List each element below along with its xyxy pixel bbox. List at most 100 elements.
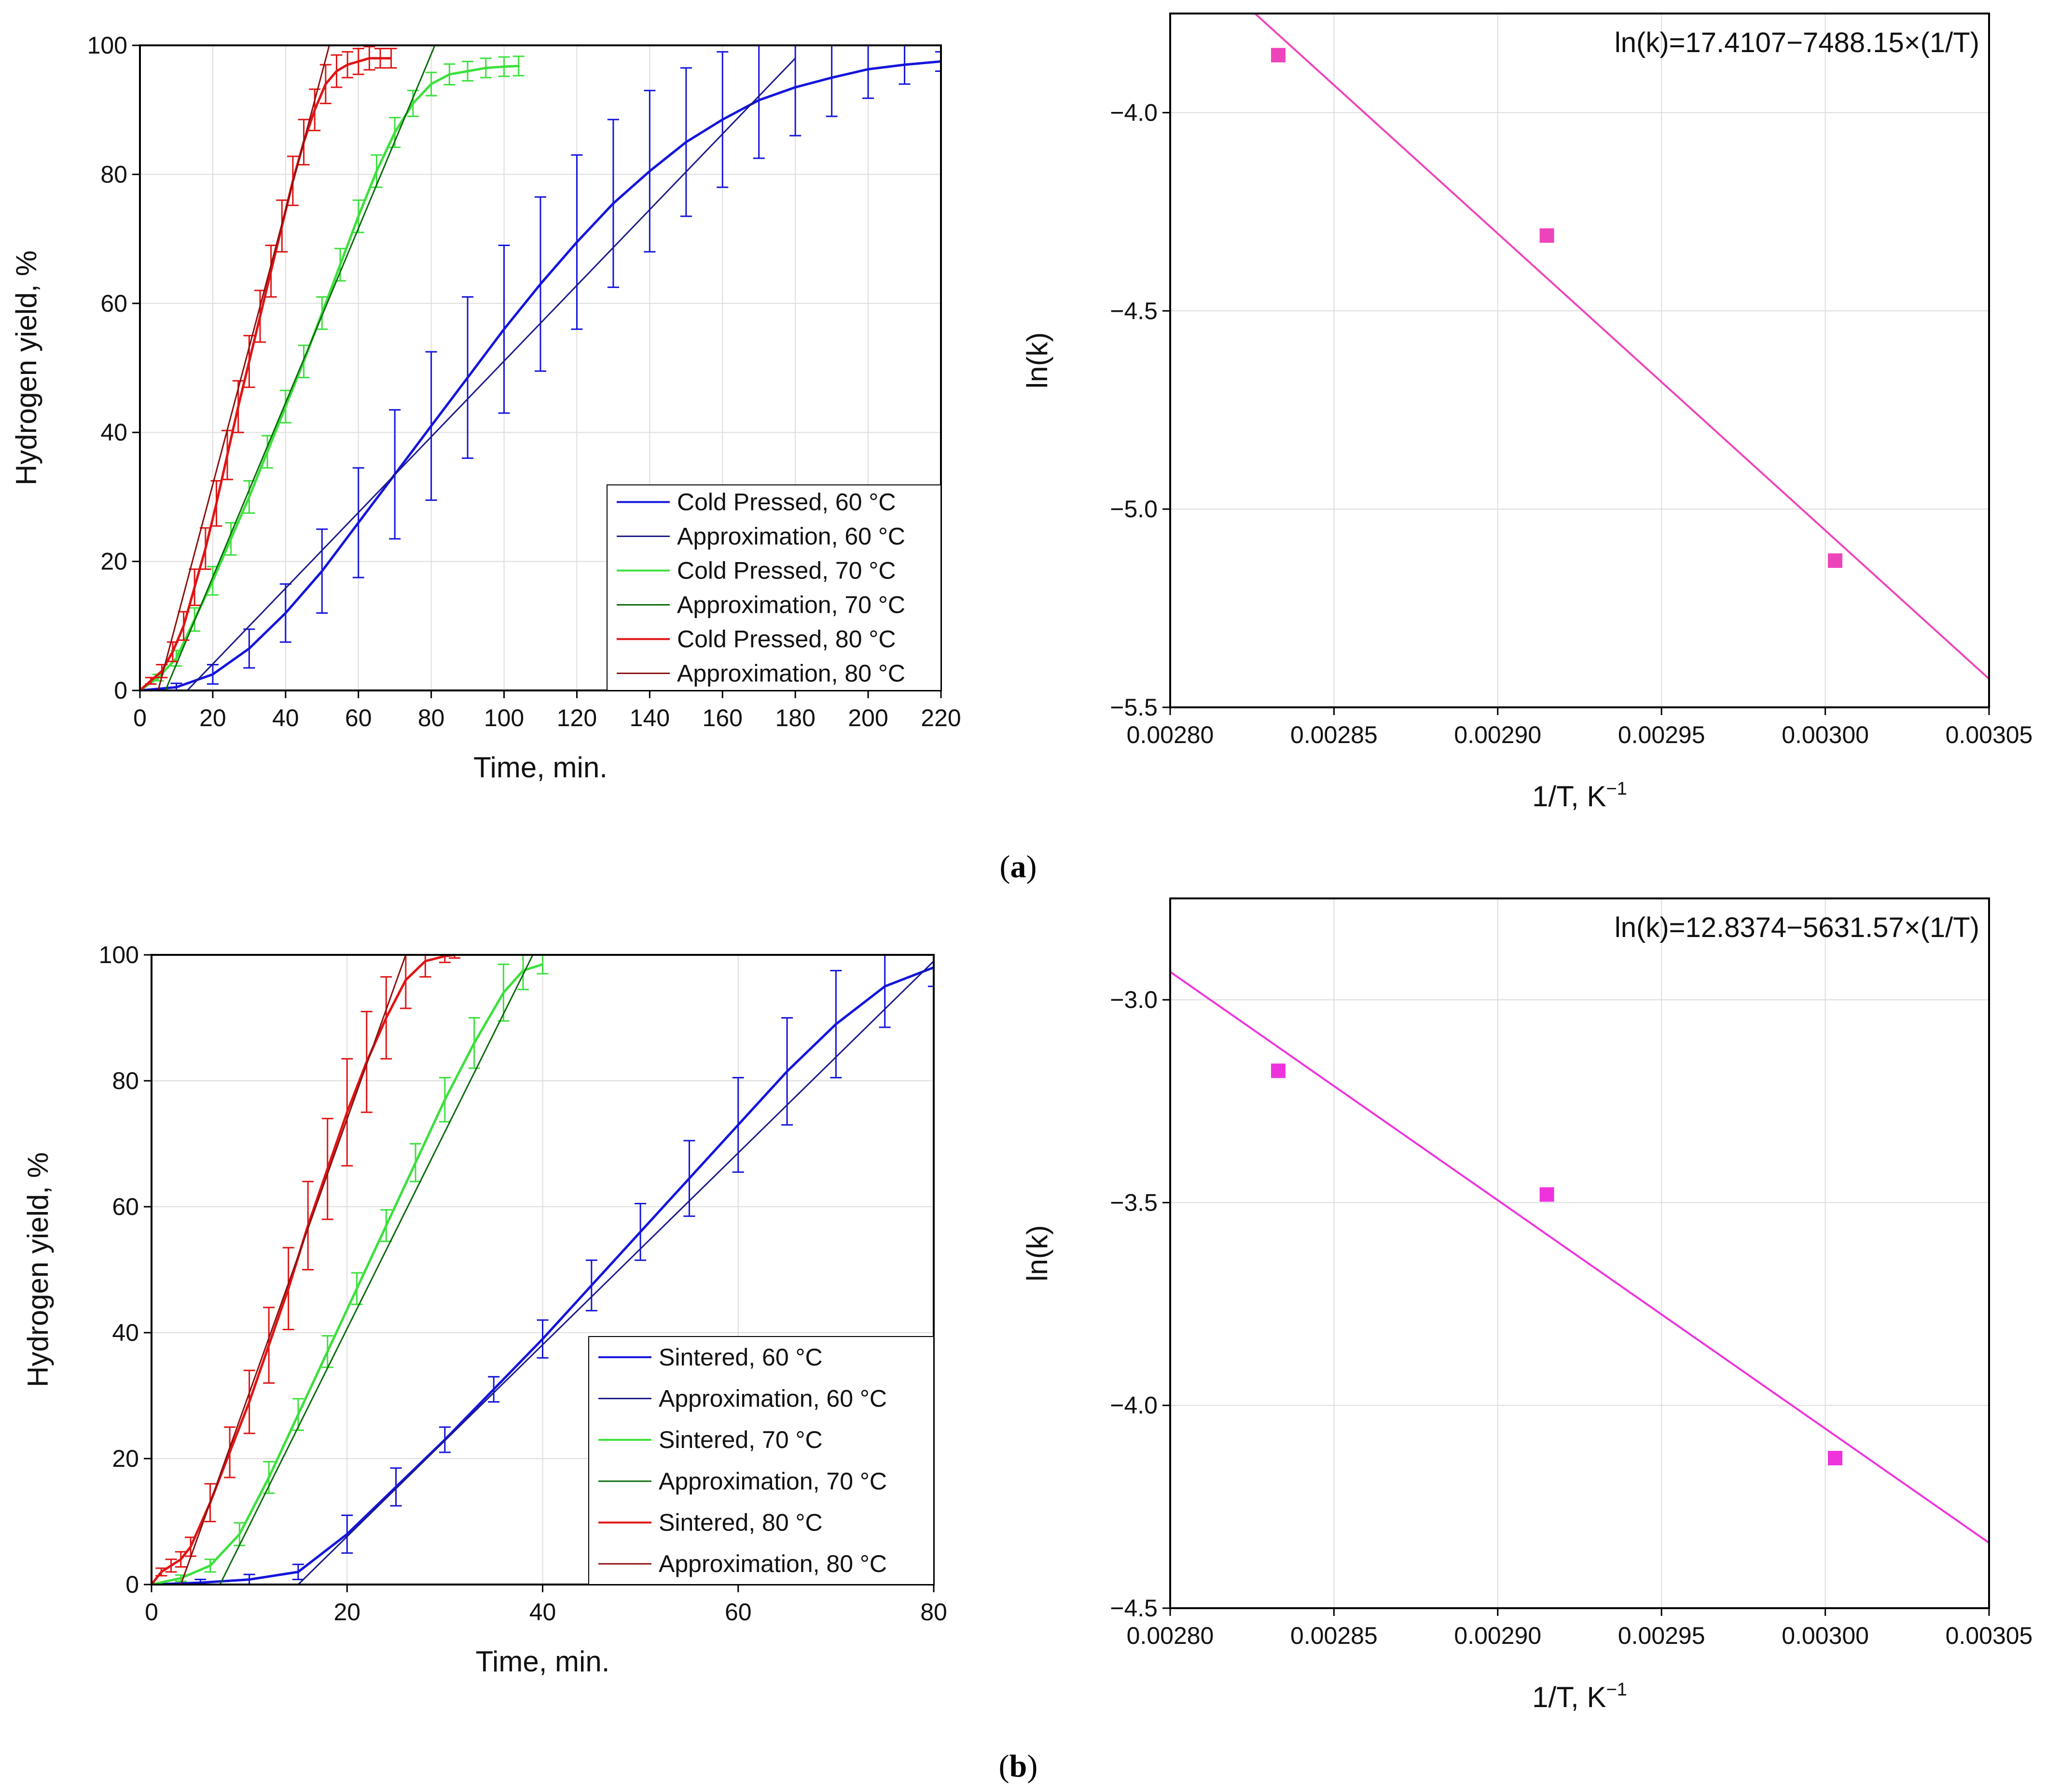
legend-label: Approximation, 60 °C [677,523,905,550]
chart-a-arrhenius: 0.00280 0.00285 0.00290 0.00295 0.00300 0.003… [1021,13,2033,813]
y-tick-label: 60 [112,1193,139,1220]
y-tick-label: 0 [114,677,127,704]
x-tick-label: 0.00300 [1782,721,1869,748]
legend-label: Sintered, 80 °C [659,1509,823,1536]
x-tick-label: 80 [920,1599,947,1626]
x-tick-label: 140 [630,704,670,731]
y-tick-label: −3.0 [1110,986,1158,1013]
fit-line-approximation-70-c [219,955,534,1585]
chart-b-kinetics: 0 20 40 60 80 0 20 40 60 80 100 Time, min. Hydrogen … [22,941,947,1678]
x-tick-label: 0.00295 [1618,1622,1705,1649]
plot-frame [1169,13,1990,708]
y-tick-label: 40 [100,419,127,446]
series-line-sintered-60-c [152,966,934,1585]
x-axis-title: Time, min. [473,751,608,784]
plot-frame [1169,897,1990,1609]
fit-line-approximation-70-c [165,45,436,690]
y-axis-title: Hydrogen yield, % [22,1152,54,1387]
fit-line-approximation-80-c [180,955,407,1585]
x-tick-label: 0.00285 [1290,721,1378,748]
legend: Sintered, 60 °C Approximation, 60 °C Sinte… [588,1336,934,1585]
y-tick-label: −4.5 [1110,297,1158,324]
x-tick-label: 180 [775,704,815,731]
x-tick-label: 20 [333,1599,360,1626]
legend-label: Approximation, 80 °C [659,1550,887,1577]
legend-label: Approximation, 80 °C [677,660,905,687]
y-axis-title: Hydrogen yield, % [10,250,42,485]
x-tick-label: 20 [199,704,226,731]
chart-b-arrhenius: 0.00280 0.00285 0.00290 0.00295 0.00300 0.003… [1021,897,2032,1713]
x-tick-label: 160 [703,704,743,731]
legend-box [588,1336,934,1585]
x-tick-label: 0.00290 [1454,1622,1541,1649]
legend-label: Cold Pressed, 70 °C [677,557,896,584]
series-line-sintered-80-c [152,955,455,1585]
x-tick-label: 120 [557,704,597,731]
x-tick-label: 0.00300 [1782,1622,1869,1649]
plot-frame [151,954,935,1585]
fit-line-approximation-60-c [187,57,796,690]
x-tick-label: 0 [133,704,147,731]
plot-area [1170,971,1989,1544]
x-tick-label: 40 [529,1599,556,1626]
data-point [1271,48,1286,63]
y-tick-label: 20 [112,1445,139,1472]
y-tick-label: −5.5 [1110,694,1158,721]
data-point [1827,553,1842,568]
fit-line-approximation-80-c [157,45,330,690]
series-line-cold-pressed-60-c [140,60,941,690]
x-tick-label: 0.00290 [1454,721,1541,748]
y-axis-title: ln(k) [1021,332,1053,389]
regression-line [1170,971,1989,1544]
legend-label: Cold Pressed, 80 °C [677,626,896,653]
x-tick-label: 0.00295 [1618,721,1705,748]
y-tick-label: 100 [99,941,139,968]
y-tick-label: 20 [100,548,127,575]
legend-label: Sintered, 70 °C [659,1426,823,1453]
y-axis-title: ln(k) [1021,1225,1053,1282]
legend-label: Approximation, 70 °C [659,1468,887,1495]
y-tick-label: −4.0 [1110,99,1158,126]
y-tick-label: 100 [87,32,127,59]
plot-area [1253,14,1989,680]
caption-a: (a) [1000,849,1037,884]
y-tick-label: 60 [100,290,127,317]
x-tick-label: 0.00305 [1946,721,2033,748]
data-point [1539,1187,1554,1202]
y-tick-label: 80 [100,161,127,188]
x-axis-title: Time, min. [476,1645,610,1678]
x-axis-title: 1/T, K−1 [1532,779,1627,813]
y-tick-label: 0 [125,1571,139,1598]
series-line-cold-pressed-80-c [140,57,391,690]
data-point [1539,228,1554,243]
x-axis-title-superscript: −1 [1606,1680,1627,1700]
y-tick-label: −5.0 [1110,496,1158,523]
data-point [1827,1450,1842,1465]
x-tick-label: 40 [272,704,299,731]
legend-label: Cold Pressed, 60 °C [677,489,896,516]
x-tick-label: 0.00280 [1127,721,1214,748]
y-tick-label: −3.5 [1110,1189,1158,1216]
fit-line-approximation-60-c [297,960,934,1585]
x-tick-label: 0 [145,1599,158,1626]
y-tick-label: 80 [112,1067,139,1094]
x-tick-label: 60 [725,1599,752,1626]
x-axis-title-superscript: −1 [1606,779,1627,799]
data-point [1271,1063,1286,1078]
legend-label: Approximation, 70 °C [677,592,905,619]
caption-b: (b) [999,1749,1038,1784]
legend-label: Approximation, 60 °C [659,1385,887,1412]
regression-line [1253,14,1989,680]
x-tick-label: 220 [921,704,961,731]
chart-a-kinetics: 0 20 40 60 80 100 120 140 160 180 200 220 0 20 40 60 80 1… [10,32,961,784]
plot-area [152,955,934,1585]
plot-frame [139,44,942,691]
x-tick-label: 80 [418,704,445,731]
y-tick-label: 40 [112,1319,139,1346]
x-tick-label: 0.00280 [1127,1622,1214,1649]
legend: Cold Pressed, 60 °C Approximation, 60 °C C… [607,484,941,691]
x-tick-label: 100 [484,704,524,731]
x-tick-label: 0.00285 [1290,1622,1378,1649]
y-tick-label: −4.5 [1110,1595,1158,1622]
